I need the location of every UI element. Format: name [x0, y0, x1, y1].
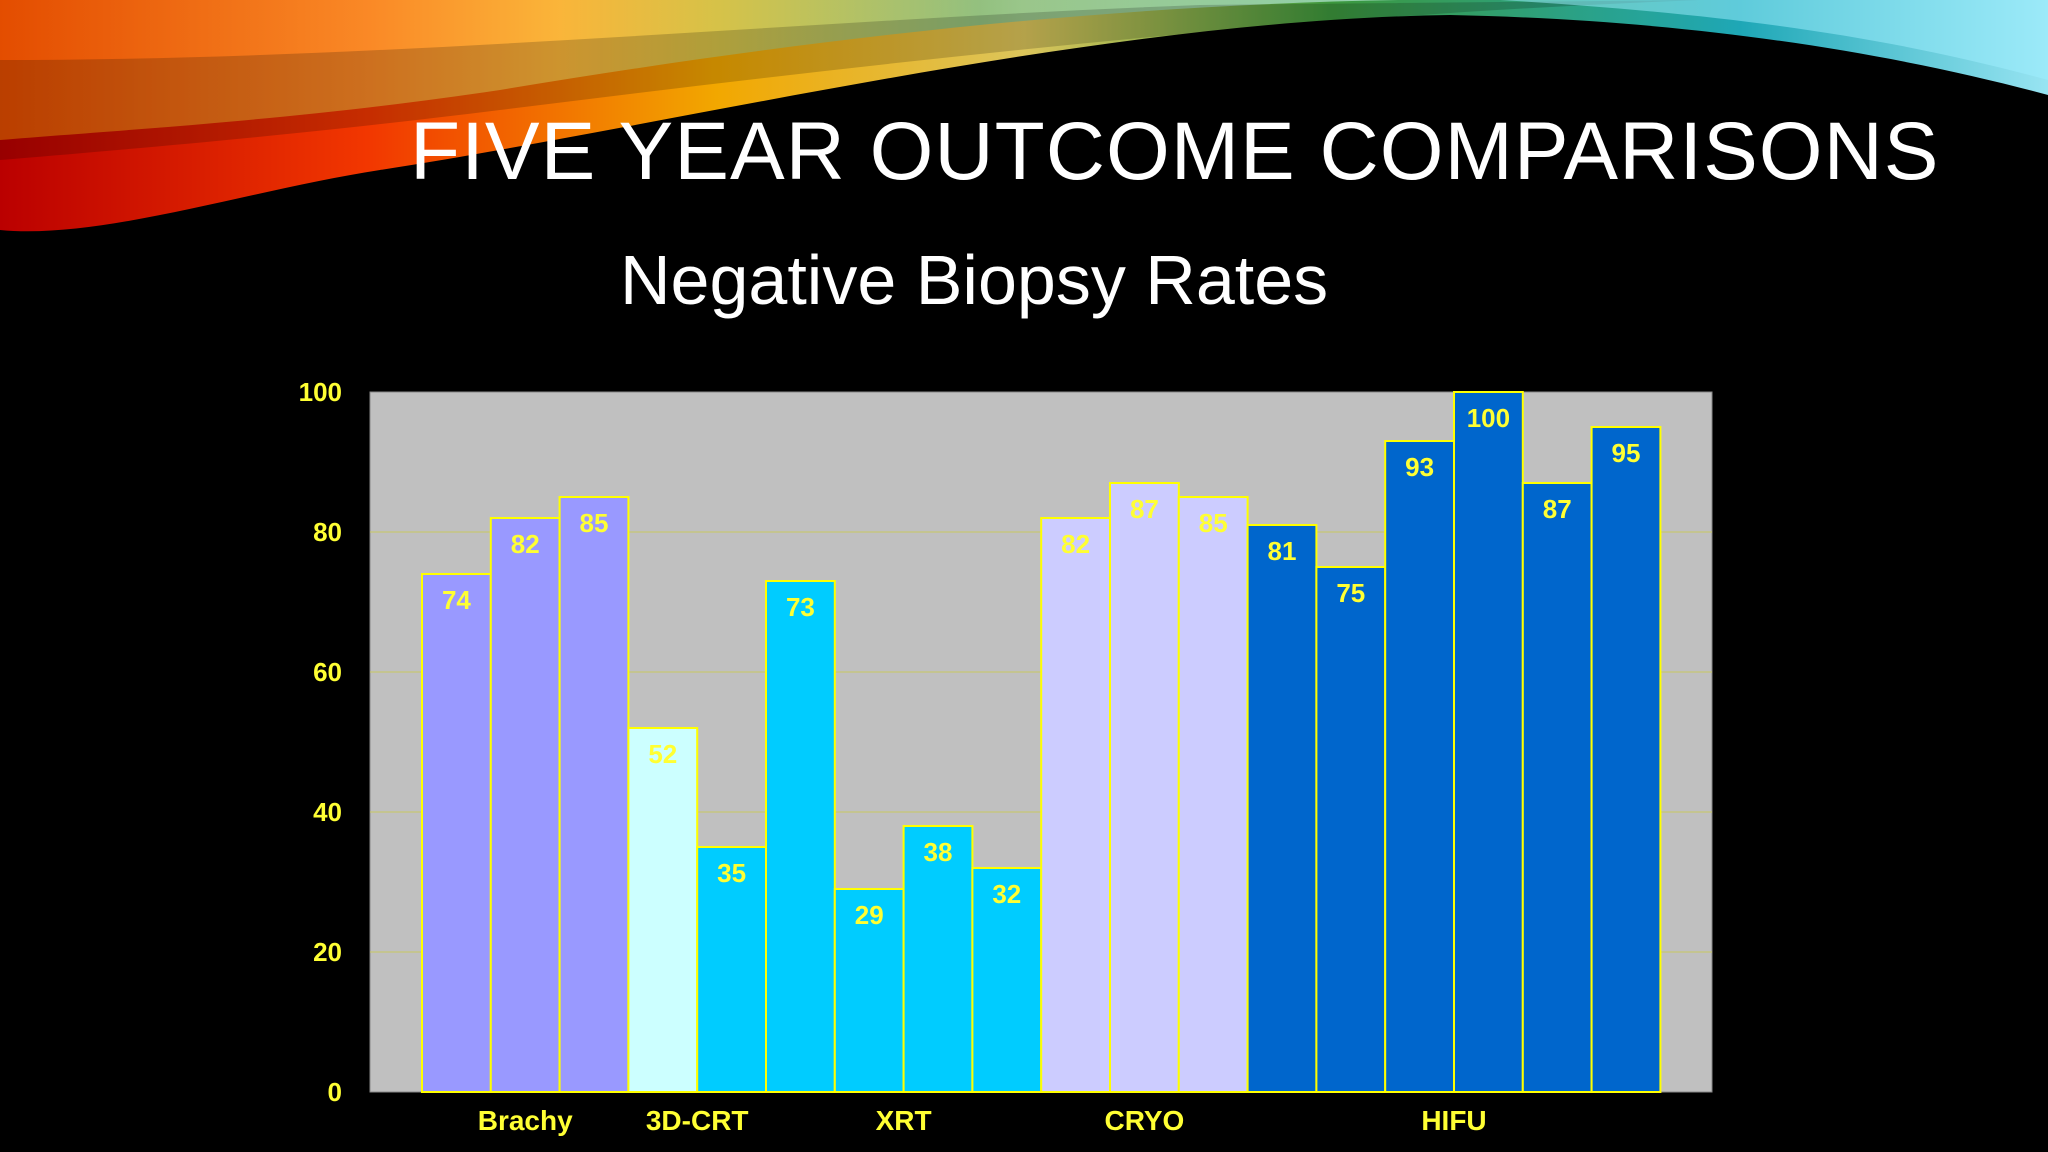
bar-value-label: 85 [580, 508, 609, 538]
bar-xrt-4 [696, 846, 768, 1093]
bar-hifu-15 [1453, 391, 1524, 1093]
bar-value-label: 82 [1061, 529, 1090, 559]
y-tick-label: 0 [328, 1077, 342, 1107]
bar-value-label: 93 [1405, 452, 1434, 482]
bar-brachy-1 [489, 517, 561, 1093]
bar-value-label: 81 [1268, 536, 1297, 566]
decorative-swoosh-banner [0, 0, 2048, 232]
y-tick-label: 40 [313, 797, 342, 827]
bar-xrt-8 [971, 867, 1043, 1093]
bars [421, 391, 1662, 1093]
bar-value-label: 87 [1543, 494, 1572, 524]
bar-cryo-10 [1109, 482, 1180, 1093]
bar-value-label: 82 [511, 529, 540, 559]
bar-cryo-11 [1177, 496, 1249, 1093]
x-category-label: Brachy [478, 1105, 573, 1136]
x-category-label: HIFU [1421, 1105, 1486, 1136]
bar-value-label: 95 [1612, 438, 1641, 468]
x-category-label: CRYO [1104, 1105, 1184, 1136]
y-tick-label: 80 [313, 517, 342, 547]
bar-xrt-5 [765, 580, 836, 1093]
bar-value-label: 52 [648, 739, 677, 769]
y-axis-tick-labels: 0 20 40 60 80 100 [299, 377, 342, 1107]
bar-hifu-17 [1590, 426, 1662, 1093]
y-tick-label: 100 [299, 377, 342, 407]
bar-value-label: 100 [1467, 403, 1510, 433]
y-tick-label: 20 [313, 937, 342, 967]
bar-value-label: 74 [442, 585, 471, 615]
bar-hifu-12 [1246, 524, 1318, 1093]
bar-value-label: 38 [924, 837, 953, 867]
slide-subtitle: Negative Biopsy Rates [620, 241, 1329, 319]
bar-value-label: 29 [855, 900, 884, 930]
slide-title: FIVE YEAR OUTCOME COMPARISONS [410, 106, 1940, 197]
bar-hifu-13 [1315, 566, 1387, 1093]
bar-value-label: 75 [1336, 578, 1365, 608]
bar-value-label: 85 [1199, 508, 1228, 538]
bar-value-labels: 74 82 85 52 35 73 29 38 32 82 87 85 81 75 93 100 87 95 [442, 403, 1641, 930]
x-axis-category-labels: Brachy 3D-CRT XRT CRYO HIFU [478, 1105, 1487, 1136]
x-category-label: XRT [876, 1105, 932, 1136]
bar-3dcrt-3 [627, 727, 699, 1093]
bar-hifu-16 [1521, 482, 1593, 1093]
bar-value-label: 73 [786, 592, 815, 622]
bar-brachy-2 [558, 496, 630, 1093]
bar-brachy-0 [421, 573, 492, 1093]
bar-value-label: 35 [717, 858, 746, 888]
bar-value-label: 32 [992, 879, 1021, 909]
x-category-label: 3D-CRT [646, 1105, 749, 1136]
bar-value-label: 87 [1130, 494, 1159, 524]
bar-xrt-6 [833, 888, 905, 1093]
bar-hifu-14 [1384, 440, 1455, 1093]
bar-cryo-9 [1040, 517, 1111, 1093]
y-tick-label: 60 [313, 657, 342, 687]
